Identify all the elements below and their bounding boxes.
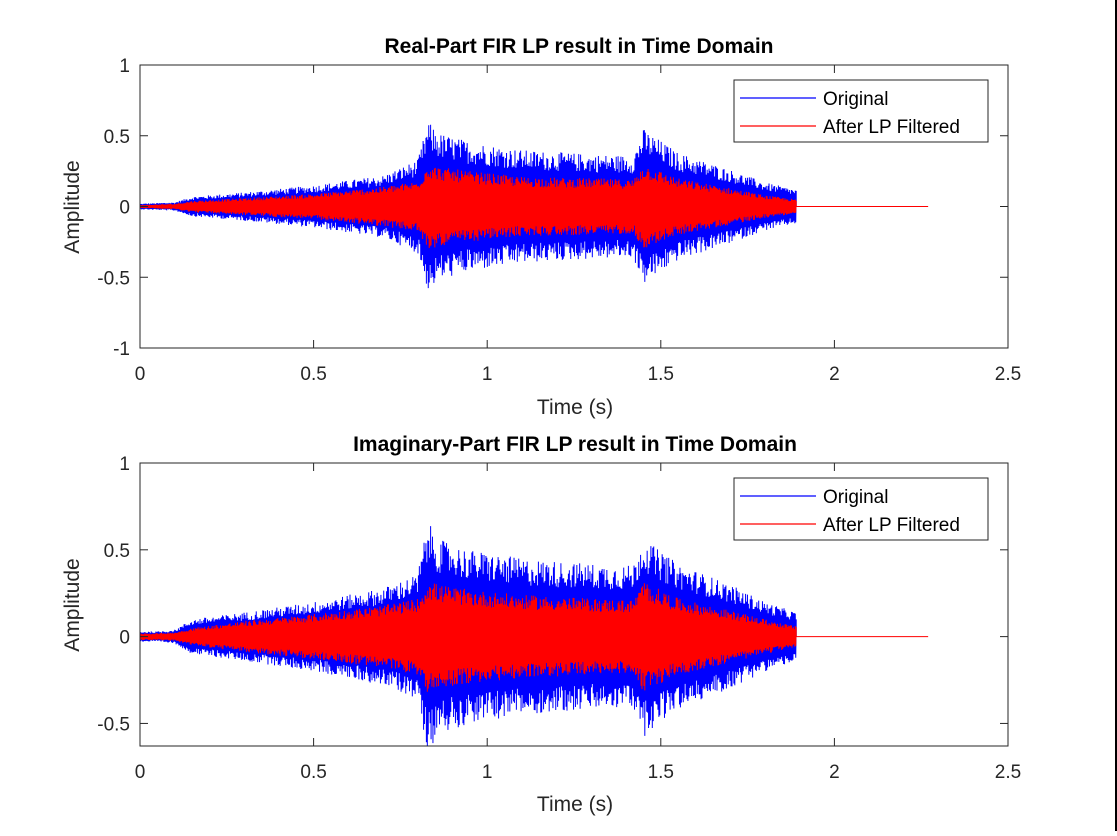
x-tick-label: 1 — [482, 364, 493, 385]
x-axis-label-imaginary: Time (s) — [537, 793, 613, 816]
x-tick-label: 0.5 — [300, 762, 326, 783]
x-tick-label: 0.5 — [300, 364, 326, 385]
x-tick-label: 0 — [135, 762, 146, 783]
y-tick-label: -1 — [113, 339, 130, 360]
legend-label-original-imaginary: Original — [823, 487, 888, 508]
legend-box-real — [733, 79, 989, 143]
y-axis-label-imaginary: Amplitude — [61, 558, 84, 651]
chart-title-imaginary: Imaginary-Part FIR LP result in Time Dom… — [353, 433, 797, 456]
x-tick-label: 1.5 — [648, 762, 674, 783]
x-tick-label: 2.5 — [995, 364, 1021, 385]
ticks-layer-imaginary: 0 0.5 1 1.5 2 2.5 -0.5 0 0.5 1 — [97, 454, 1021, 783]
y-tick-label: 1 — [119, 454, 130, 475]
series-line-filtered-imaginary — [140, 583, 929, 692]
y-tick-label: 0.5 — [104, 541, 130, 562]
axes-real: 0 0.5 1 1.5 2 2.5 -1 -0.5 0 0.5 1 Real-Part FIR LP… — [61, 35, 1021, 419]
series-layer-real — [140, 124, 929, 289]
y-tick-label: -0.5 — [97, 268, 130, 289]
chart-title-real: Real-Part FIR LP result in Time Domain — [385, 35, 774, 58]
x-tick-label: 0 — [135, 364, 146, 385]
legend-real: Original After LP Filtered — [733, 79, 989, 143]
legend-imaginary: Original After LP Filtered — [733, 477, 989, 541]
legend-label-filtered-real: After LP Filtered — [823, 117, 960, 138]
x-tick-label: 2 — [829, 762, 840, 783]
axes-box-imaginary — [139, 462, 1009, 747]
legend-label-filtered-imaginary: After LP Filtered — [823, 515, 960, 536]
series-line-filtered-real — [140, 167, 929, 249]
x-tick-label: 1.5 — [648, 364, 674, 385]
y-tick-label: -0.5 — [97, 714, 130, 735]
x-axis-label-real: Time (s) — [537, 396, 613, 419]
x-tick-label: 2 — [829, 364, 840, 385]
y-tick-label: 0 — [119, 628, 130, 649]
y-tick-label: 0 — [119, 198, 130, 219]
x-tick-label: 1 — [482, 762, 493, 783]
y-tick-label: 1 — [119, 56, 130, 77]
series-layer-imaginary — [140, 526, 929, 746]
x-tick-label: 2.5 — [995, 762, 1021, 783]
legend-box-imaginary — [733, 477, 989, 541]
legend-label-original-real: Original — [823, 89, 888, 110]
ticks-layer-real: 0 0.5 1 1.5 2 2.5 -1 -0.5 0 0.5 1 — [97, 56, 1021, 385]
axes-imaginary: 0 0.5 1 1.5 2 2.5 -0.5 0 0.5 1 Imaginary-Part FIR… — [61, 433, 1021, 816]
y-tick-label: 0.5 — [104, 127, 130, 148]
y-axis-label-real: Amplitude — [61, 160, 84, 253]
